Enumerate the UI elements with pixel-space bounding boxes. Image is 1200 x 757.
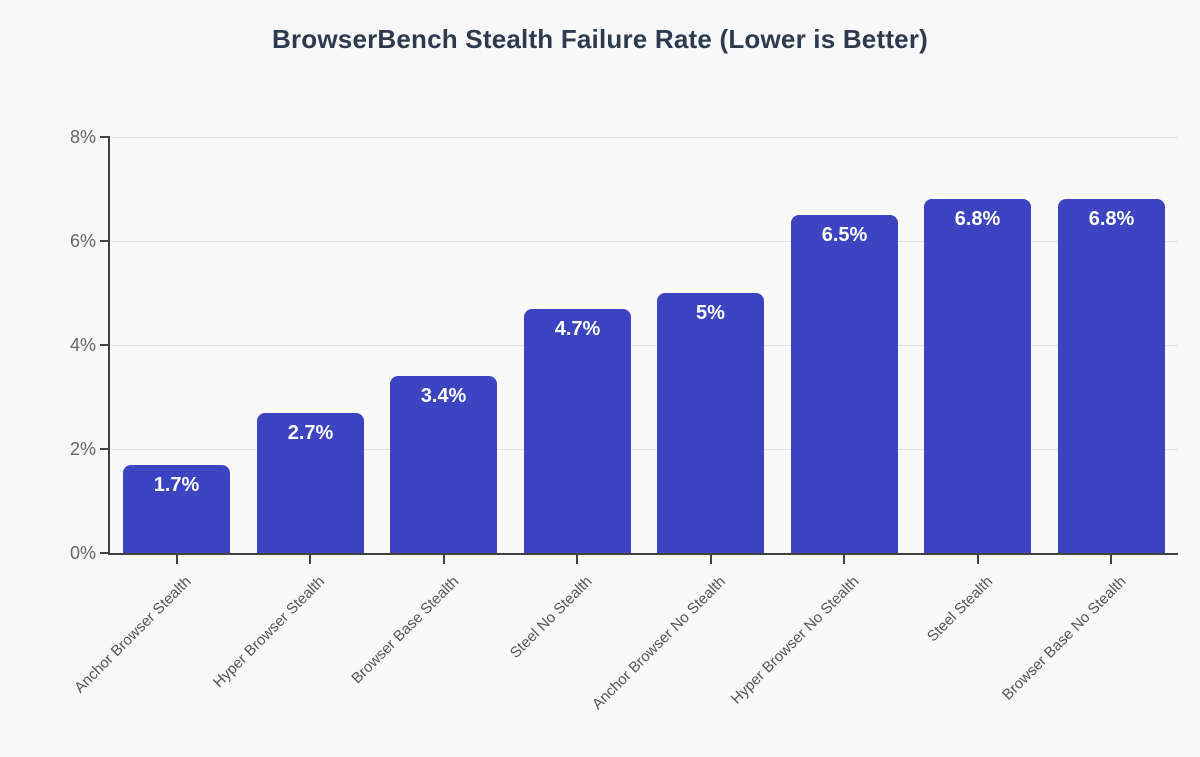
bar: 3.4% xyxy=(390,376,497,553)
gridline xyxy=(110,345,1178,346)
bar-value-label: 2.7% xyxy=(287,422,334,444)
x-axis-tick xyxy=(576,555,578,564)
bar: 4.7% xyxy=(524,309,631,553)
gridline xyxy=(110,137,1178,138)
x-axis-tick xyxy=(309,555,311,564)
bar-value-label: 6.5% xyxy=(821,224,868,246)
x-axis-tick xyxy=(443,555,445,564)
bar: 6.8% xyxy=(1058,199,1165,553)
x-category-label: Steel No Stealth xyxy=(506,573,596,662)
bar-value-label: 5% xyxy=(696,302,725,324)
y-axis-tick xyxy=(100,552,110,554)
x-category-label: Anchor Browser Stealth xyxy=(71,573,195,697)
x-category-label: Anchor Browser No Stealth xyxy=(588,573,729,713)
y-axis-tick xyxy=(100,448,110,450)
y-tick-label: 0% xyxy=(69,543,96,563)
bar: 6.5% xyxy=(791,215,898,553)
y-tick-label: 8% xyxy=(69,127,96,147)
bar: 1.7% xyxy=(123,465,230,553)
bar-value-label: 1.7% xyxy=(153,474,200,496)
gridline xyxy=(110,241,1178,242)
bar: 5% xyxy=(657,293,764,553)
x-category-label: Browser Base Stealth xyxy=(347,573,462,688)
bar-value-label: 6.8% xyxy=(1088,208,1135,230)
y-axis-tick xyxy=(100,136,110,138)
x-axis-line xyxy=(108,553,1178,555)
x-axis-tick xyxy=(843,555,845,564)
x-category-label: Hyper Browser No Stealth xyxy=(727,573,863,708)
x-category-label: Hyper Browser Stealth xyxy=(210,573,329,692)
x-axis-tick xyxy=(176,555,178,564)
bar: 6.8% xyxy=(924,199,1031,553)
bar-value-label: 6.8% xyxy=(954,208,1001,230)
y-axis-tick xyxy=(100,240,110,242)
bar-value-label: 4.7% xyxy=(554,318,601,340)
x-axis-tick xyxy=(710,555,712,564)
y-tick-label: 6% xyxy=(69,231,96,251)
y-tick-label: 4% xyxy=(69,335,96,355)
bar-value-label: 3.4% xyxy=(420,385,467,407)
y-axis-line xyxy=(108,137,110,555)
x-category-label: Steel Stealth xyxy=(923,573,996,646)
x-axis-tick xyxy=(1110,555,1112,564)
y-axis-tick xyxy=(100,344,110,346)
chart-title: BrowserBench Stealth Failure Rate (Lower… xyxy=(271,24,929,54)
x-category-label: Browser Base No Stealth xyxy=(998,573,1130,704)
bar: 2.7% xyxy=(257,413,364,553)
y-tick-label: 2% xyxy=(69,439,96,459)
gridline xyxy=(110,449,1178,450)
x-axis-tick xyxy=(977,555,979,564)
